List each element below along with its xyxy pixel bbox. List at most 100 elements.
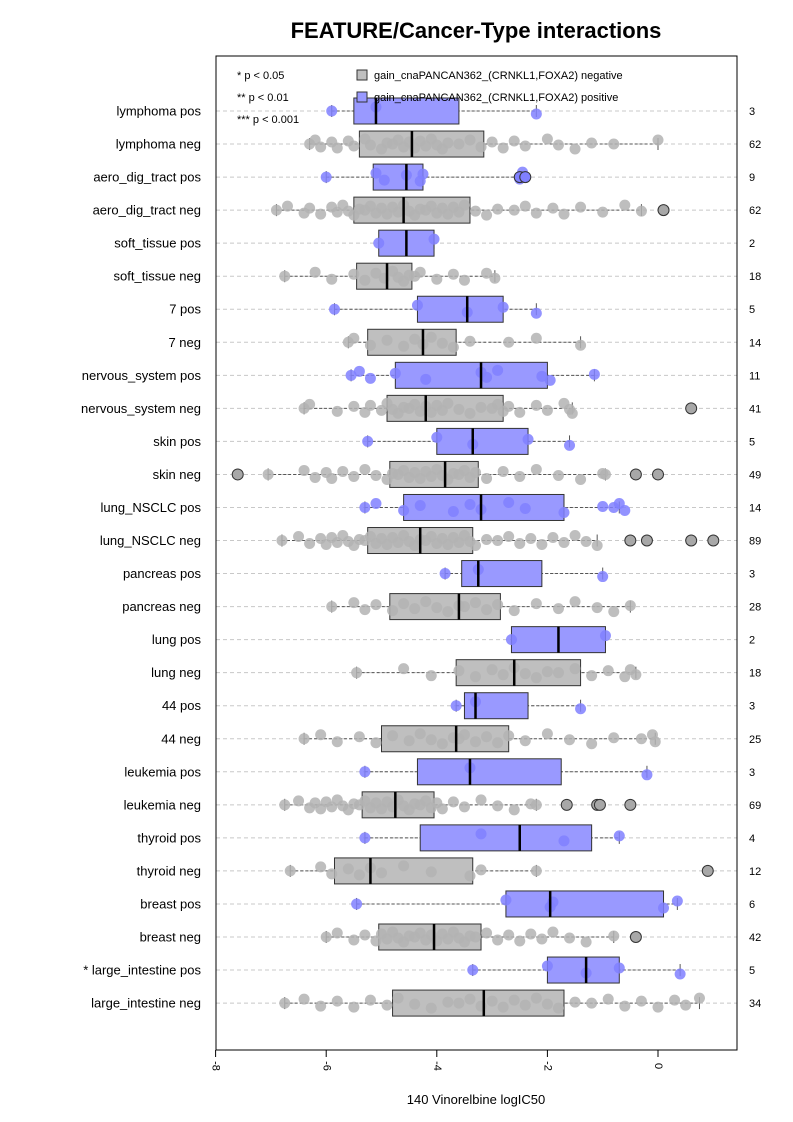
data-point (359, 604, 371, 616)
data-point (588, 368, 600, 380)
data-point (348, 140, 360, 152)
row-label: breast pos (140, 896, 201, 911)
sample-count: 3 (749, 767, 755, 779)
data-point (602, 993, 614, 1005)
data-point (293, 795, 305, 807)
data-point (337, 465, 349, 477)
data-point (503, 336, 515, 348)
data-point (530, 332, 542, 344)
data-point (569, 530, 581, 542)
data-point (279, 270, 291, 282)
row-label: lymphoma pos (116, 104, 201, 119)
data-point (599, 630, 611, 642)
row-label: 7 pos (169, 302, 201, 317)
data-point (326, 273, 338, 285)
data-point (464, 407, 476, 419)
data-point (530, 399, 542, 411)
row-label: nervous_system neg (81, 401, 201, 416)
data-point (608, 732, 620, 744)
box-pos (461, 560, 543, 588)
row-label: lymphoma neg (116, 137, 201, 152)
significance-key: * p < 0.05 (237, 70, 284, 82)
data-point (558, 208, 570, 220)
sample-count: 41 (749, 403, 761, 415)
data-point (649, 736, 661, 748)
data-point (464, 134, 476, 146)
data-point (348, 1001, 360, 1013)
data-point (370, 497, 382, 509)
data-point (530, 865, 542, 877)
data-point (409, 333, 421, 345)
data-point (331, 995, 343, 1007)
sample-count: 62 (749, 139, 761, 151)
sample-count: 89 (749, 536, 761, 548)
data-point (464, 993, 476, 1005)
data-point (279, 997, 291, 1009)
data-point (373, 237, 385, 249)
data-point (370, 267, 382, 279)
sample-count: 42 (749, 932, 761, 944)
data-point (586, 997, 598, 1009)
data-point (558, 835, 570, 847)
data-point (514, 538, 526, 550)
row-label: lung pos (152, 632, 202, 647)
legend-entry: gain_cnaPANCAN362_(CRNKL1,FOXA2) positiv… (374, 92, 618, 104)
data-point (597, 500, 609, 512)
data-point (558, 537, 570, 549)
data-point (503, 531, 515, 543)
data-point (442, 996, 454, 1008)
data-point (411, 299, 423, 311)
data-point (326, 601, 338, 613)
data-point (492, 737, 504, 749)
sample-count: 5 (749, 436, 755, 448)
data-point (470, 671, 482, 683)
data-point (425, 866, 437, 878)
outlier-point (231, 468, 244, 481)
data-point (458, 801, 470, 813)
row-label: skin pos (153, 434, 201, 449)
data-point (497, 1001, 509, 1013)
data-point (492, 364, 504, 376)
data-point (298, 464, 310, 476)
data-point (619, 1000, 631, 1012)
data-point (503, 496, 515, 508)
data-point (475, 794, 487, 806)
data-point (392, 992, 404, 1004)
data-point (492, 934, 504, 946)
data-point (481, 209, 493, 221)
data-point (497, 465, 509, 477)
data-point (530, 307, 542, 319)
data-point (431, 273, 443, 285)
data-point (619, 199, 631, 211)
data-point (276, 535, 288, 547)
data-point (519, 735, 531, 747)
sample-count: 14 (749, 502, 761, 514)
data-point (326, 105, 338, 117)
data-point (514, 406, 526, 418)
data-point (608, 606, 620, 618)
data-point (270, 204, 282, 216)
data-point (345, 369, 357, 381)
data-point (453, 665, 465, 677)
data-point (599, 468, 611, 480)
row-label: leukemia neg (124, 797, 201, 812)
data-point (586, 670, 598, 682)
data-point (674, 968, 686, 980)
data-point (398, 598, 410, 610)
row-label: large_intestine neg (91, 996, 201, 1011)
data-point (536, 933, 548, 945)
sample-count: 3 (749, 701, 755, 713)
data-point (428, 233, 440, 245)
data-point (348, 597, 360, 609)
data-point (519, 140, 531, 152)
row-label: lung_NSCLC pos (101, 500, 202, 515)
outlier-point (624, 534, 637, 547)
sample-count: 4 (749, 833, 755, 845)
data-point (575, 473, 587, 485)
data-point (359, 929, 371, 941)
row-label: * large_intestine pos (83, 963, 201, 978)
data-point (298, 993, 310, 1005)
data-point (497, 301, 509, 313)
data-point (315, 141, 327, 153)
data-point (552, 139, 564, 151)
